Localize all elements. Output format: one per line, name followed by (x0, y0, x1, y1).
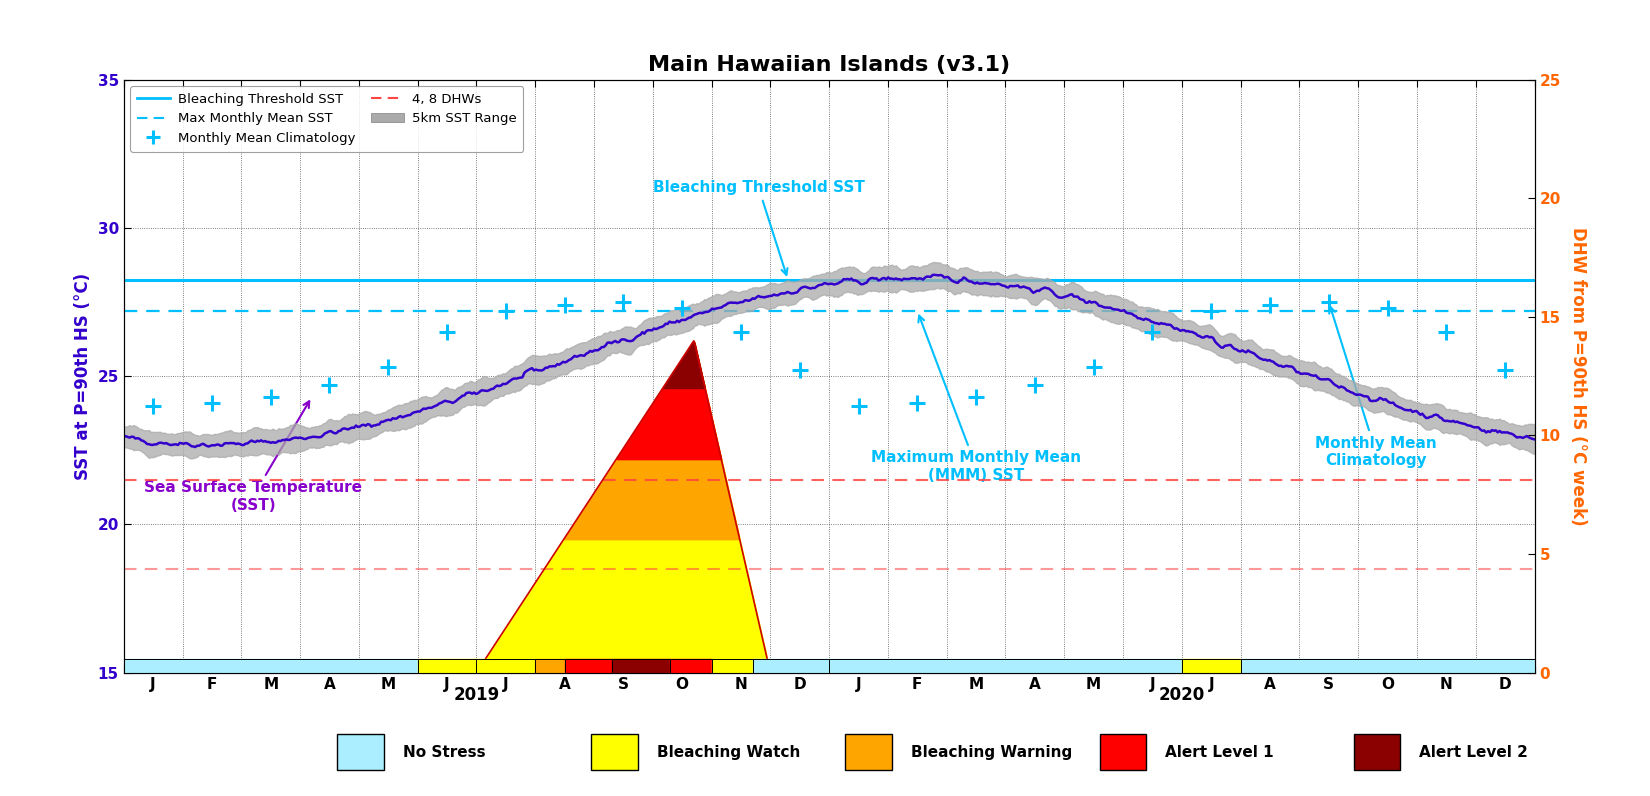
Text: 2019: 2019 (454, 686, 500, 704)
Text: Bleaching Watch: Bleaching Watch (657, 745, 800, 759)
Y-axis label: DHW from P=90th HS (°C week): DHW from P=90th HS (°C week) (1569, 227, 1587, 525)
Text: Bleaching Threshold SST: Bleaching Threshold SST (653, 180, 865, 275)
Text: Bleaching Warning: Bleaching Warning (911, 745, 1072, 759)
Text: Alert Level 2: Alert Level 2 (1419, 745, 1528, 759)
Text: Sea Surface Temperature
(SST): Sea Surface Temperature (SST) (144, 401, 361, 513)
Bar (337, 734, 384, 771)
Bar (1099, 734, 1147, 771)
Legend: Bleaching Threshold SST, Max Monthly Mean SST, Monthly Mean Climatology, 4, 8 DH: Bleaching Threshold SST, Max Monthly Mea… (130, 86, 523, 151)
Text: 2020: 2020 (1158, 686, 1204, 704)
Y-axis label: SST at P=90th HS (°C): SST at P=90th HS (°C) (74, 272, 92, 480)
Bar (845, 734, 893, 771)
Text: Maximum Monthly Mean
(MMM) SST: Maximum Monthly Mean (MMM) SST (871, 316, 1081, 483)
Title: Main Hawaiian Islands (v3.1): Main Hawaiian Islands (v3.1) (648, 55, 1010, 76)
Bar (1353, 734, 1401, 771)
Text: No Stress: No Stress (403, 745, 485, 759)
Bar (591, 734, 639, 771)
Text: Alert Level 1: Alert Level 1 (1165, 745, 1274, 759)
Text: Monthly Mean
Climatology: Monthly Mean Climatology (1315, 306, 1437, 468)
